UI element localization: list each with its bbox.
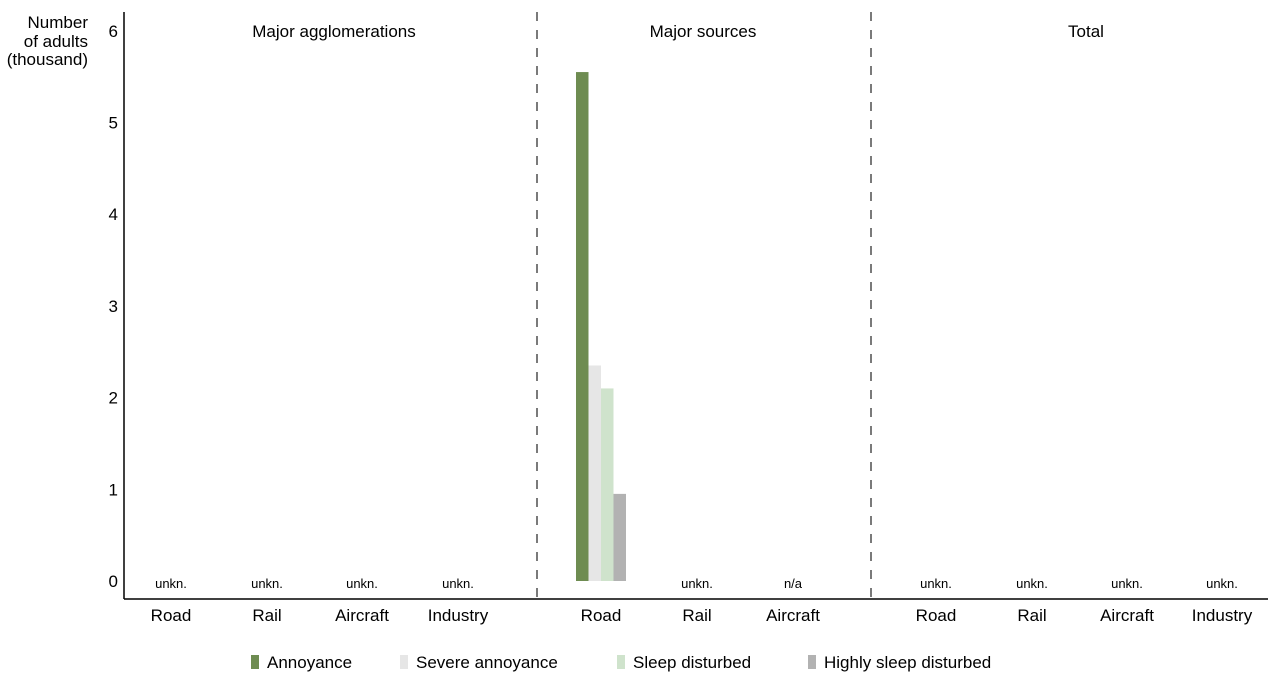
y-tick-label: 6 [109, 22, 118, 41]
category-note: unkn. [346, 576, 378, 591]
category-label: Road [151, 606, 192, 625]
category-note: unkn. [251, 576, 283, 591]
category-label: Rail [1017, 606, 1046, 625]
panel-dividers [536, 12, 872, 599]
y-axis-ticks: 0 1 2 3 4 5 6 [109, 22, 118, 591]
category-label: Rail [682, 606, 711, 625]
legend-label: Sleep disturbed [633, 653, 751, 672]
category-label: Aircraft [335, 606, 389, 625]
category-label: Aircraft [766, 606, 820, 625]
category-label: Road [916, 606, 957, 625]
axes [123, 12, 1268, 600]
category-label: Rail [252, 606, 281, 625]
bar [613, 493, 626, 581]
legend-label: Annoyance [267, 653, 352, 672]
category-note: unkn. [1206, 576, 1238, 591]
panel-title: Major sources [650, 22, 757, 41]
y-tick-label: 0 [109, 572, 118, 591]
legend: Annoyance Severe annoyance Sleep disturbed… [251, 653, 991, 672]
category-note: unkn. [920, 576, 952, 591]
legend-swatch [808, 655, 816, 669]
legend-label: Highly sleep disturbed [824, 653, 991, 672]
category-label: Industry [428, 606, 489, 625]
bar [588, 365, 601, 581]
category-label: Aircraft [1100, 606, 1154, 625]
y-tick-label: 5 [109, 114, 118, 133]
category-note: unkn. [442, 576, 474, 591]
category-note: unkn. [1016, 576, 1048, 591]
legend-label: Severe annoyance [416, 653, 558, 672]
category-note: unkn. [1111, 576, 1143, 591]
category-note: unkn. [681, 576, 713, 591]
y-tick-label: 2 [109, 389, 118, 408]
category-labels: Road Rail Aircraft Industry Road Rail Aircraft… [151, 606, 1253, 625]
y-tick-label: 3 [109, 297, 118, 316]
legend-swatch [617, 655, 625, 669]
bars [576, 72, 626, 581]
category-notes: unkn. unkn. unkn. unkn. unkn. n/a unkn. unkn. un… [155, 576, 1238, 591]
legend-swatch [251, 655, 259, 669]
legend-swatch [400, 655, 408, 669]
y-tick-label: 1 [109, 480, 118, 499]
panel-title: Major agglomerations [252, 22, 415, 41]
panel-title: Total [1068, 22, 1104, 41]
panel-titles: Major agglomerations Major sources Total [252, 22, 1104, 41]
y-axis-label-line: Number [28, 13, 89, 32]
bar [601, 388, 614, 581]
y-axis-label-line: of adults [24, 32, 88, 51]
category-note: n/a [784, 576, 803, 591]
category-label: Industry [1192, 606, 1253, 625]
y-axis-label-line: (thousand) [7, 50, 88, 69]
bar [576, 72, 589, 581]
category-label: Road [581, 606, 622, 625]
category-note: unkn. [155, 576, 187, 591]
y-tick-label: 4 [109, 205, 118, 224]
